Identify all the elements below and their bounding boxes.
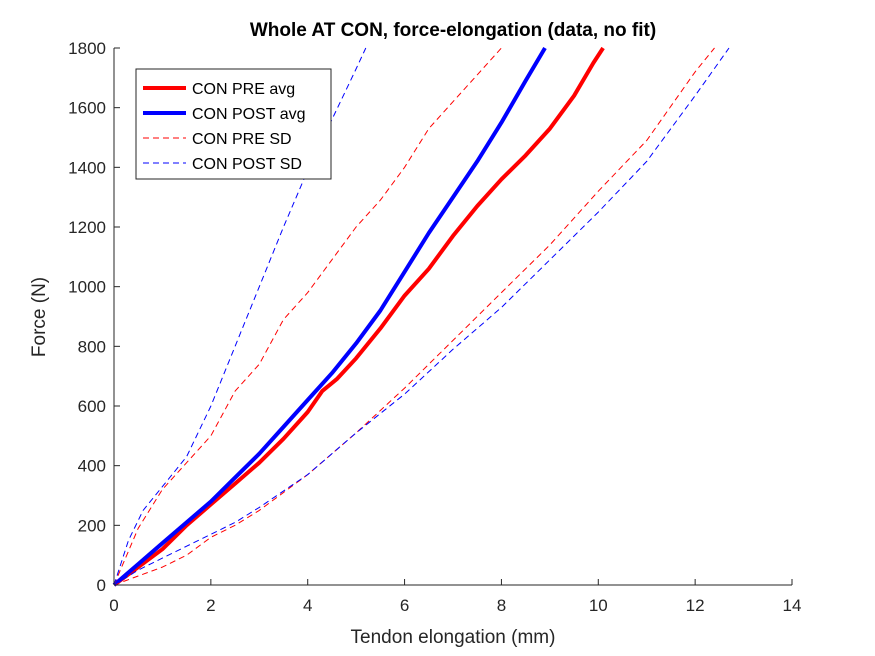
y-tick-label: 1400 (68, 158, 106, 177)
x-tick-label: 0 (109, 596, 118, 615)
y-tick-label: 600 (78, 397, 106, 416)
series-line-6 (113, 47, 730, 586)
series-line-4 (113, 47, 715, 586)
x-tick-label: 2 (206, 596, 215, 615)
y-tick-label: 0 (97, 576, 106, 595)
series-line-3 (113, 47, 502, 586)
legend-label: CON PRE SD (192, 131, 292, 148)
y-tick-label: 400 (78, 457, 106, 476)
y-axis-label: Force (N) (29, 277, 50, 357)
series-line-2 (112, 46, 547, 587)
chart-title: Whole AT CON, force-elongation (data, no… (250, 20, 656, 41)
x-tick-label: 6 (400, 596, 409, 615)
x-tick-label: 10 (589, 596, 608, 615)
x-tick-label: 12 (686, 596, 705, 615)
legend-label: CON POST SD (192, 156, 302, 173)
x-tick-label: 4 (303, 596, 312, 615)
legend-label: CON POST avg (192, 106, 306, 123)
series-line-5 (113, 47, 367, 586)
y-tick-label: 1000 (68, 278, 106, 297)
x-tick-label: 8 (497, 596, 506, 615)
axes-layer: 0 2 4 6 8 10 12 14 0 200 400 600 800 1000 1200 1400 1600… (68, 39, 801, 615)
series-layer (112, 46, 730, 587)
series-line-1 (112, 46, 605, 587)
x-tick-label: 14 (783, 596, 802, 615)
y-tick-label: 800 (78, 337, 106, 356)
y-tick-label: 1600 (68, 99, 106, 118)
x-axis-label: Tendon elongation (mm) (351, 627, 556, 648)
legend: CON PRE avg CON POST avg CON PRE SD CON POS… (135, 68, 332, 180)
y-tick-label: 200 (78, 516, 106, 535)
legend-label: CON PRE avg (192, 81, 295, 98)
y-tick-label: 1800 (68, 39, 106, 58)
y-tick-label: 1200 (68, 218, 106, 237)
